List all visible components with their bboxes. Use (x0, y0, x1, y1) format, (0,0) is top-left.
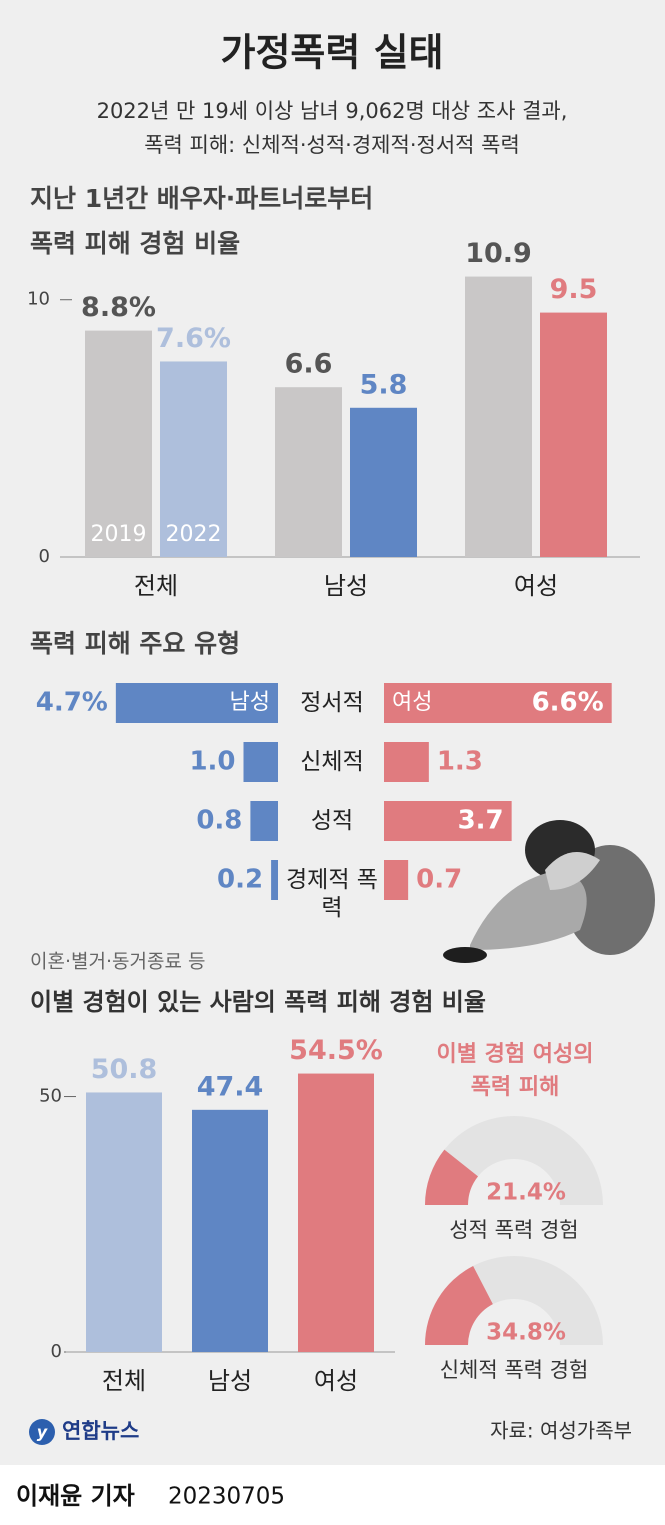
gauge-label: 성적 폭력 경험 (449, 1218, 578, 1242)
value-label: 0.2 (217, 865, 263, 895)
value-label: 3.7 (458, 806, 504, 836)
x-tick-label: 남성 (324, 572, 368, 600)
value-label: 1.3 (437, 747, 483, 777)
y-tick-label: 0 (39, 546, 50, 567)
date: 20230705 (168, 1484, 285, 1510)
value-label: 0.8 (196, 806, 242, 836)
bar (243, 742, 278, 782)
value-label: 0.7 (416, 865, 462, 895)
x-tick-label: 여성 (314, 1367, 358, 1395)
bar (384, 801, 512, 841)
bar (85, 330, 152, 557)
x-tick-label: 여성 (514, 572, 558, 600)
category-label: 성적 (310, 808, 354, 834)
chart-title: 폭력 피해 주요 유형 (30, 629, 240, 658)
gauge-value (425, 1265, 493, 1345)
value-label: 5.8 (360, 369, 408, 400)
value-label: 47.4 (197, 1071, 264, 1102)
logo: y (29, 1419, 55, 1445)
value-label: 7.6% (156, 323, 231, 354)
y-tick-label: 0 (51, 1341, 62, 1362)
legend-label: 남성 (230, 690, 270, 715)
svg-text:y: y (37, 1423, 48, 1442)
x-tick-label: 전체 (134, 572, 178, 600)
chart-title: 이별 경험 여성의 (437, 1041, 594, 1067)
bar (86, 1092, 162, 1352)
bar (384, 683, 612, 723)
bar (350, 407, 417, 557)
byline-strip (0, 1465, 665, 1525)
value-label: 6.6% (532, 688, 604, 718)
y-tick-label: 50 (39, 1086, 62, 1107)
x-tick-label: 남성 (208, 1367, 252, 1395)
chart-title: 지난 1년간 배우자·파트너로부터 (30, 184, 373, 213)
value-label: 10.9 (465, 238, 532, 269)
bar (192, 1109, 268, 1352)
bar (271, 860, 278, 900)
value-label: 4.7% (36, 688, 108, 718)
bar (540, 312, 607, 557)
value-label: 1.0 (189, 747, 235, 777)
subtitle: 2022년 만 19세 이상 남녀 9,062명 대상 조사 결과, (97, 99, 568, 123)
value-label: 6.6 (285, 349, 333, 380)
illustration (443, 820, 655, 963)
value-label: 54.5% (289, 1035, 383, 1066)
value-label: 34.8% (486, 1320, 566, 1346)
bar (115, 683, 278, 723)
bar (250, 801, 278, 841)
subtitle: 폭력 피해: 신체적·성적·경제적·정서적 폭력 (144, 133, 520, 157)
x-tick-label: 전체 (102, 1367, 146, 1395)
byline: 이재윤 기자 (16, 1482, 135, 1510)
gauge-label: 신체적 폭력 경험 (440, 1358, 589, 1382)
legend-label: 2022 (166, 522, 222, 547)
value-label: 8.8% (81, 292, 156, 323)
bar (160, 361, 227, 557)
chart-title: 폭력 피해 (471, 1075, 560, 1100)
bar (384, 742, 429, 782)
note: 이혼·별거·동거종료 등 (30, 951, 205, 973)
logo-text: 연합뉴스 (62, 1419, 139, 1443)
bar (384, 860, 409, 900)
value-label: 50.8 (91, 1054, 158, 1085)
legend-label: 여성 (392, 690, 432, 715)
bar (465, 276, 532, 557)
source: 자료: 여성가족부 (490, 1419, 632, 1443)
value-label: 9.5 (550, 274, 598, 305)
chart-title: 이별 경험이 있는 사람의 폭력 피해 경험 비율 (30, 988, 486, 1016)
legend-label: 2019 (91, 522, 147, 547)
category-label: 신체적 (300, 749, 364, 775)
chart-title: 폭력 피해 경험 비율 (30, 229, 240, 258)
bar (298, 1073, 374, 1352)
title: 가정폭력 실태 (221, 31, 444, 75)
value-label: 21.4% (486, 1180, 566, 1206)
bar (275, 387, 342, 557)
category-label: 경제적 폭력 (286, 867, 378, 921)
y-tick-label: 10 (27, 289, 50, 310)
category-label: 정서적 (300, 690, 364, 716)
gauge-value (425, 1149, 479, 1205)
